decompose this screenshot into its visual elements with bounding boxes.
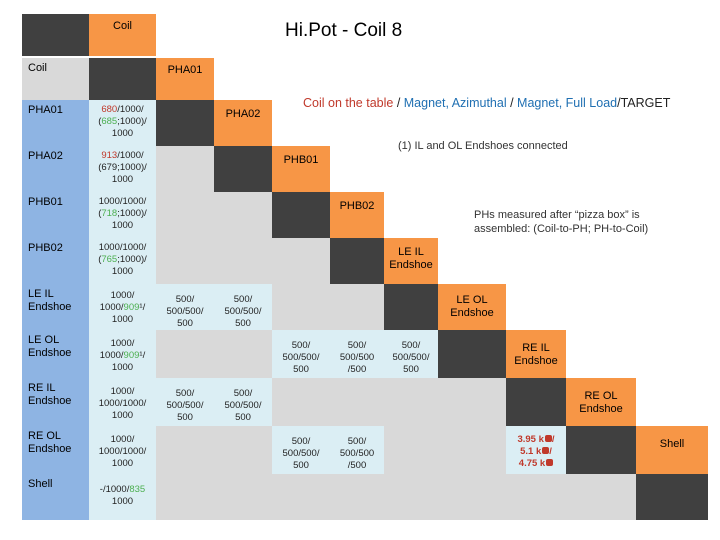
cell-shell-pha02 xyxy=(214,474,272,520)
cell-re-ol-le-il xyxy=(384,426,438,474)
omega-icon xyxy=(546,459,554,466)
row-label-phb01: PHB01 xyxy=(22,192,89,238)
cell-phb01-pha02 xyxy=(214,192,272,238)
cell-shell-pha01 xyxy=(156,474,214,520)
cell-pha02-coil: 913/1000/ (679;1000)/ 1000 xyxy=(89,146,156,192)
cell-le-ol-pha01 xyxy=(156,330,214,378)
cell-re-ol-re-il: 3.95 k/ 5.1 k/ 4.75 k xyxy=(506,426,566,474)
diag-shell: Shell xyxy=(636,426,708,474)
cell-pha01-pha01 xyxy=(156,100,214,146)
cell-re-il-pha02: 500/500/500/500 xyxy=(214,378,272,426)
cell-shell-le-il xyxy=(384,474,438,520)
cell-shell-coil: -/1000/835 1000 xyxy=(89,474,156,520)
cell-le-ol-le-il: 500/500/500/500 xyxy=(384,330,438,378)
cell-shell-re-ol xyxy=(566,474,636,520)
cell-re-il-coil: 1000/ 1000/1000/ 1000 xyxy=(89,378,156,426)
cell-shell-phb01 xyxy=(272,474,330,520)
header-coil: Coil xyxy=(89,14,156,56)
cell-le-il-pha02: 500/500/500/500 xyxy=(214,284,272,330)
cell-re-il-le-il xyxy=(384,378,438,426)
corner-cell xyxy=(22,14,89,56)
diag-le-il: LE IL Endshoe xyxy=(384,238,438,284)
cell-shell-phb02 xyxy=(330,474,384,520)
cell-le-ol-le-ol xyxy=(438,330,506,378)
k-value-1: 3.95 k xyxy=(517,434,544,445)
endshoe-note: (1) IL and OL Endshoes connected xyxy=(398,140,568,152)
row-label-shell: Shell xyxy=(22,474,89,520)
header-coil-label: Coil xyxy=(113,20,132,32)
row-label-pha01: PHA01 xyxy=(22,100,89,146)
cell-phb02-pha02 xyxy=(214,238,272,284)
cell-coil-coil xyxy=(89,58,156,100)
cell-re-ol-phb02: 500/500/500/500 xyxy=(330,426,384,474)
k-value-2: 5.1 k xyxy=(520,446,542,457)
diag-pha01: PHA01 xyxy=(156,58,214,100)
cell-le-il-phb01 xyxy=(272,284,330,330)
cell-shell-le-ol xyxy=(438,474,506,520)
omega-icon xyxy=(544,435,552,442)
cell-le-il-phb02 xyxy=(330,284,384,330)
cell-re-ol-pha02 xyxy=(214,426,272,474)
cell-le-ol-coil: 1000/ 1000/909¹/ 1000 xyxy=(89,330,156,378)
cell-phb01-pha01 xyxy=(156,192,214,238)
row-label-re-ol: RE OL Endshoe xyxy=(22,426,89,474)
row-label-le-il: LE IL Endshoe xyxy=(22,284,89,330)
cell-pha02-pha02 xyxy=(214,146,272,192)
cell-phb02-coil: 1000/1000/ (765;1000)/ 1000 xyxy=(89,238,156,284)
diag-re-il: RE IL Endshoe xyxy=(506,330,566,378)
cell-re-il-pha01: 500/500/500/500 xyxy=(156,378,214,426)
legend: Coil on the table / Magnet, Azimuthal / … xyxy=(303,96,671,110)
cell-shell-shell xyxy=(636,474,708,520)
cell-re-il-phb02 xyxy=(330,378,384,426)
cell-re-il-re-il xyxy=(506,378,566,426)
cell-re-ol-re-ol xyxy=(566,426,636,474)
cell-le-il-pha01: 500/500/500/500 xyxy=(156,284,214,330)
cell-shell-re-il xyxy=(506,474,566,520)
cell-le-ol-pha02 xyxy=(214,330,272,378)
row-label-le-ol: LE OL Endshoe xyxy=(22,330,89,378)
k-value-3: 4.75 k xyxy=(518,458,546,469)
cell-le-ol-phb01: 500/500/500/500 xyxy=(272,330,330,378)
page-title: Hi.Pot - Coil 8 xyxy=(285,20,403,41)
diag-re-ol: RE OL Endshoe xyxy=(566,378,636,426)
cell-re-ol-le-ol xyxy=(438,426,506,474)
cell-re-ol-phb01: 500/500/500/500 xyxy=(272,426,330,474)
cell-phb01-phb01 xyxy=(272,192,330,238)
row-label-phb02: PHB02 xyxy=(22,238,89,284)
cell-pha02-pha01 xyxy=(156,146,214,192)
cell-phb02-pha01 xyxy=(156,238,214,284)
row-label-re-il: RE IL Endshoe xyxy=(22,378,89,426)
diag-phb01: PHB01 xyxy=(272,146,330,192)
cell-phb02-phb01 xyxy=(272,238,330,284)
cell-phb02-phb02 xyxy=(330,238,384,284)
cell-le-il-le-il xyxy=(384,284,438,330)
cell-phb01-coil: 1000/1000/ (718;1000)/ 1000 xyxy=(89,192,156,238)
cell-le-ol-phb02: 500/500/500/500 xyxy=(330,330,384,378)
cell-pha01-coil: 680/1000/ (685;1000)/ 1000 xyxy=(89,100,156,146)
row-label-pha02: PHA02 xyxy=(22,146,89,192)
row-label-coil: Coil xyxy=(22,58,89,100)
cell-re-ol-coil: 1000/ 1000/1000/ 1000 xyxy=(89,426,156,474)
diag-pha02: PHA02 xyxy=(214,100,272,146)
cell-re-ol-pha01 xyxy=(156,426,214,474)
diag-phb02: PHB02 xyxy=(330,192,384,238)
phs-note: PHs measured after “pizza box” is assemb… xyxy=(474,209,649,235)
diag-le-ol: LE OL Endshoe xyxy=(438,284,506,330)
cell-le-il-coil: 1000/ 1000/909¹/ 1000 xyxy=(89,284,156,330)
omega-icon xyxy=(542,447,550,454)
cell-re-il-le-ol xyxy=(438,378,506,426)
cell-re-il-phb01 xyxy=(272,378,330,426)
